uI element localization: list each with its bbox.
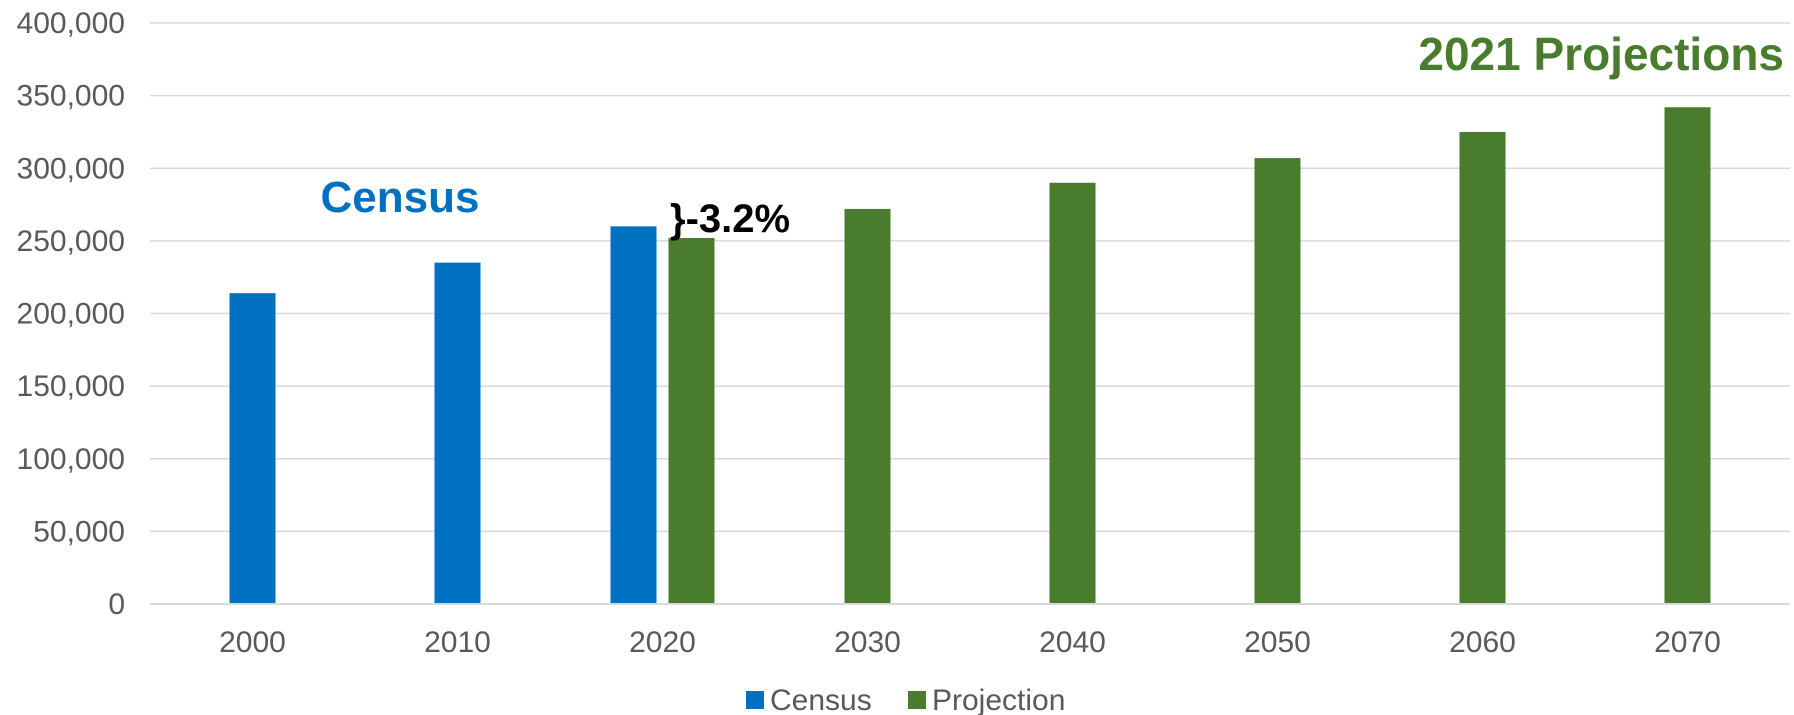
bars (229, 107, 1711, 605)
bar-projection-2050 (1254, 158, 1301, 604)
bar-census-2010 (434, 262, 481, 604)
x-tick-label: 2070 (1654, 626, 1721, 659)
y-axis-tick-labels: 0 50,000 100,000 150,000 200,000 250,000 300,0… (17, 7, 125, 621)
y-tick-label: 400,000 (17, 7, 125, 40)
y-tick-label: 300,000 (17, 152, 125, 185)
bar-projection-2020 (668, 237, 715, 604)
x-tick-label: 2050 (1244, 626, 1311, 659)
bar-projection-2060 (1459, 131, 1506, 604)
y-tick-label: 100,000 (17, 443, 125, 476)
legend-swatch-census (746, 691, 764, 709)
legend-label-projection: Projection (932, 684, 1065, 715)
bar-census-2000 (229, 293, 276, 604)
x-tick-label: 2020 (629, 626, 696, 659)
x-tick-label: 2000 (219, 626, 286, 659)
bar-census-2020 (610, 226, 657, 604)
projections-annotation: 2021 Projections (1418, 28, 1784, 80)
y-tick-label: 250,000 (17, 225, 125, 258)
y-tick-label: 200,000 (17, 298, 125, 331)
bar-projection-2070 (1664, 107, 1711, 605)
difference-annotation: }-3.2% (670, 197, 790, 241)
legend-swatch-projection (908, 691, 926, 709)
bar-projection-2040 (1049, 182, 1096, 604)
y-tick-label: 150,000 (17, 370, 125, 403)
legend-label-census: Census (770, 684, 872, 715)
x-tick-label: 2060 (1449, 626, 1516, 659)
y-tick-label: 350,000 (17, 80, 125, 113)
gridlines (150, 22, 1790, 533)
x-axis-tick-labels: 2000 2010 2020 2030 2040 2050 2060 2070 (219, 626, 1721, 659)
x-tick-label: 2010 (424, 626, 491, 659)
y-tick-label: 50,000 (33, 515, 125, 548)
x-tick-label: 2030 (834, 626, 901, 659)
bar-projection-2030 (844, 208, 891, 605)
census-annotation: Census (321, 173, 480, 222)
x-tick-label: 2040 (1039, 626, 1106, 659)
y-tick-label: 0 (108, 588, 125, 621)
legend: Census Projection (746, 684, 1065, 715)
